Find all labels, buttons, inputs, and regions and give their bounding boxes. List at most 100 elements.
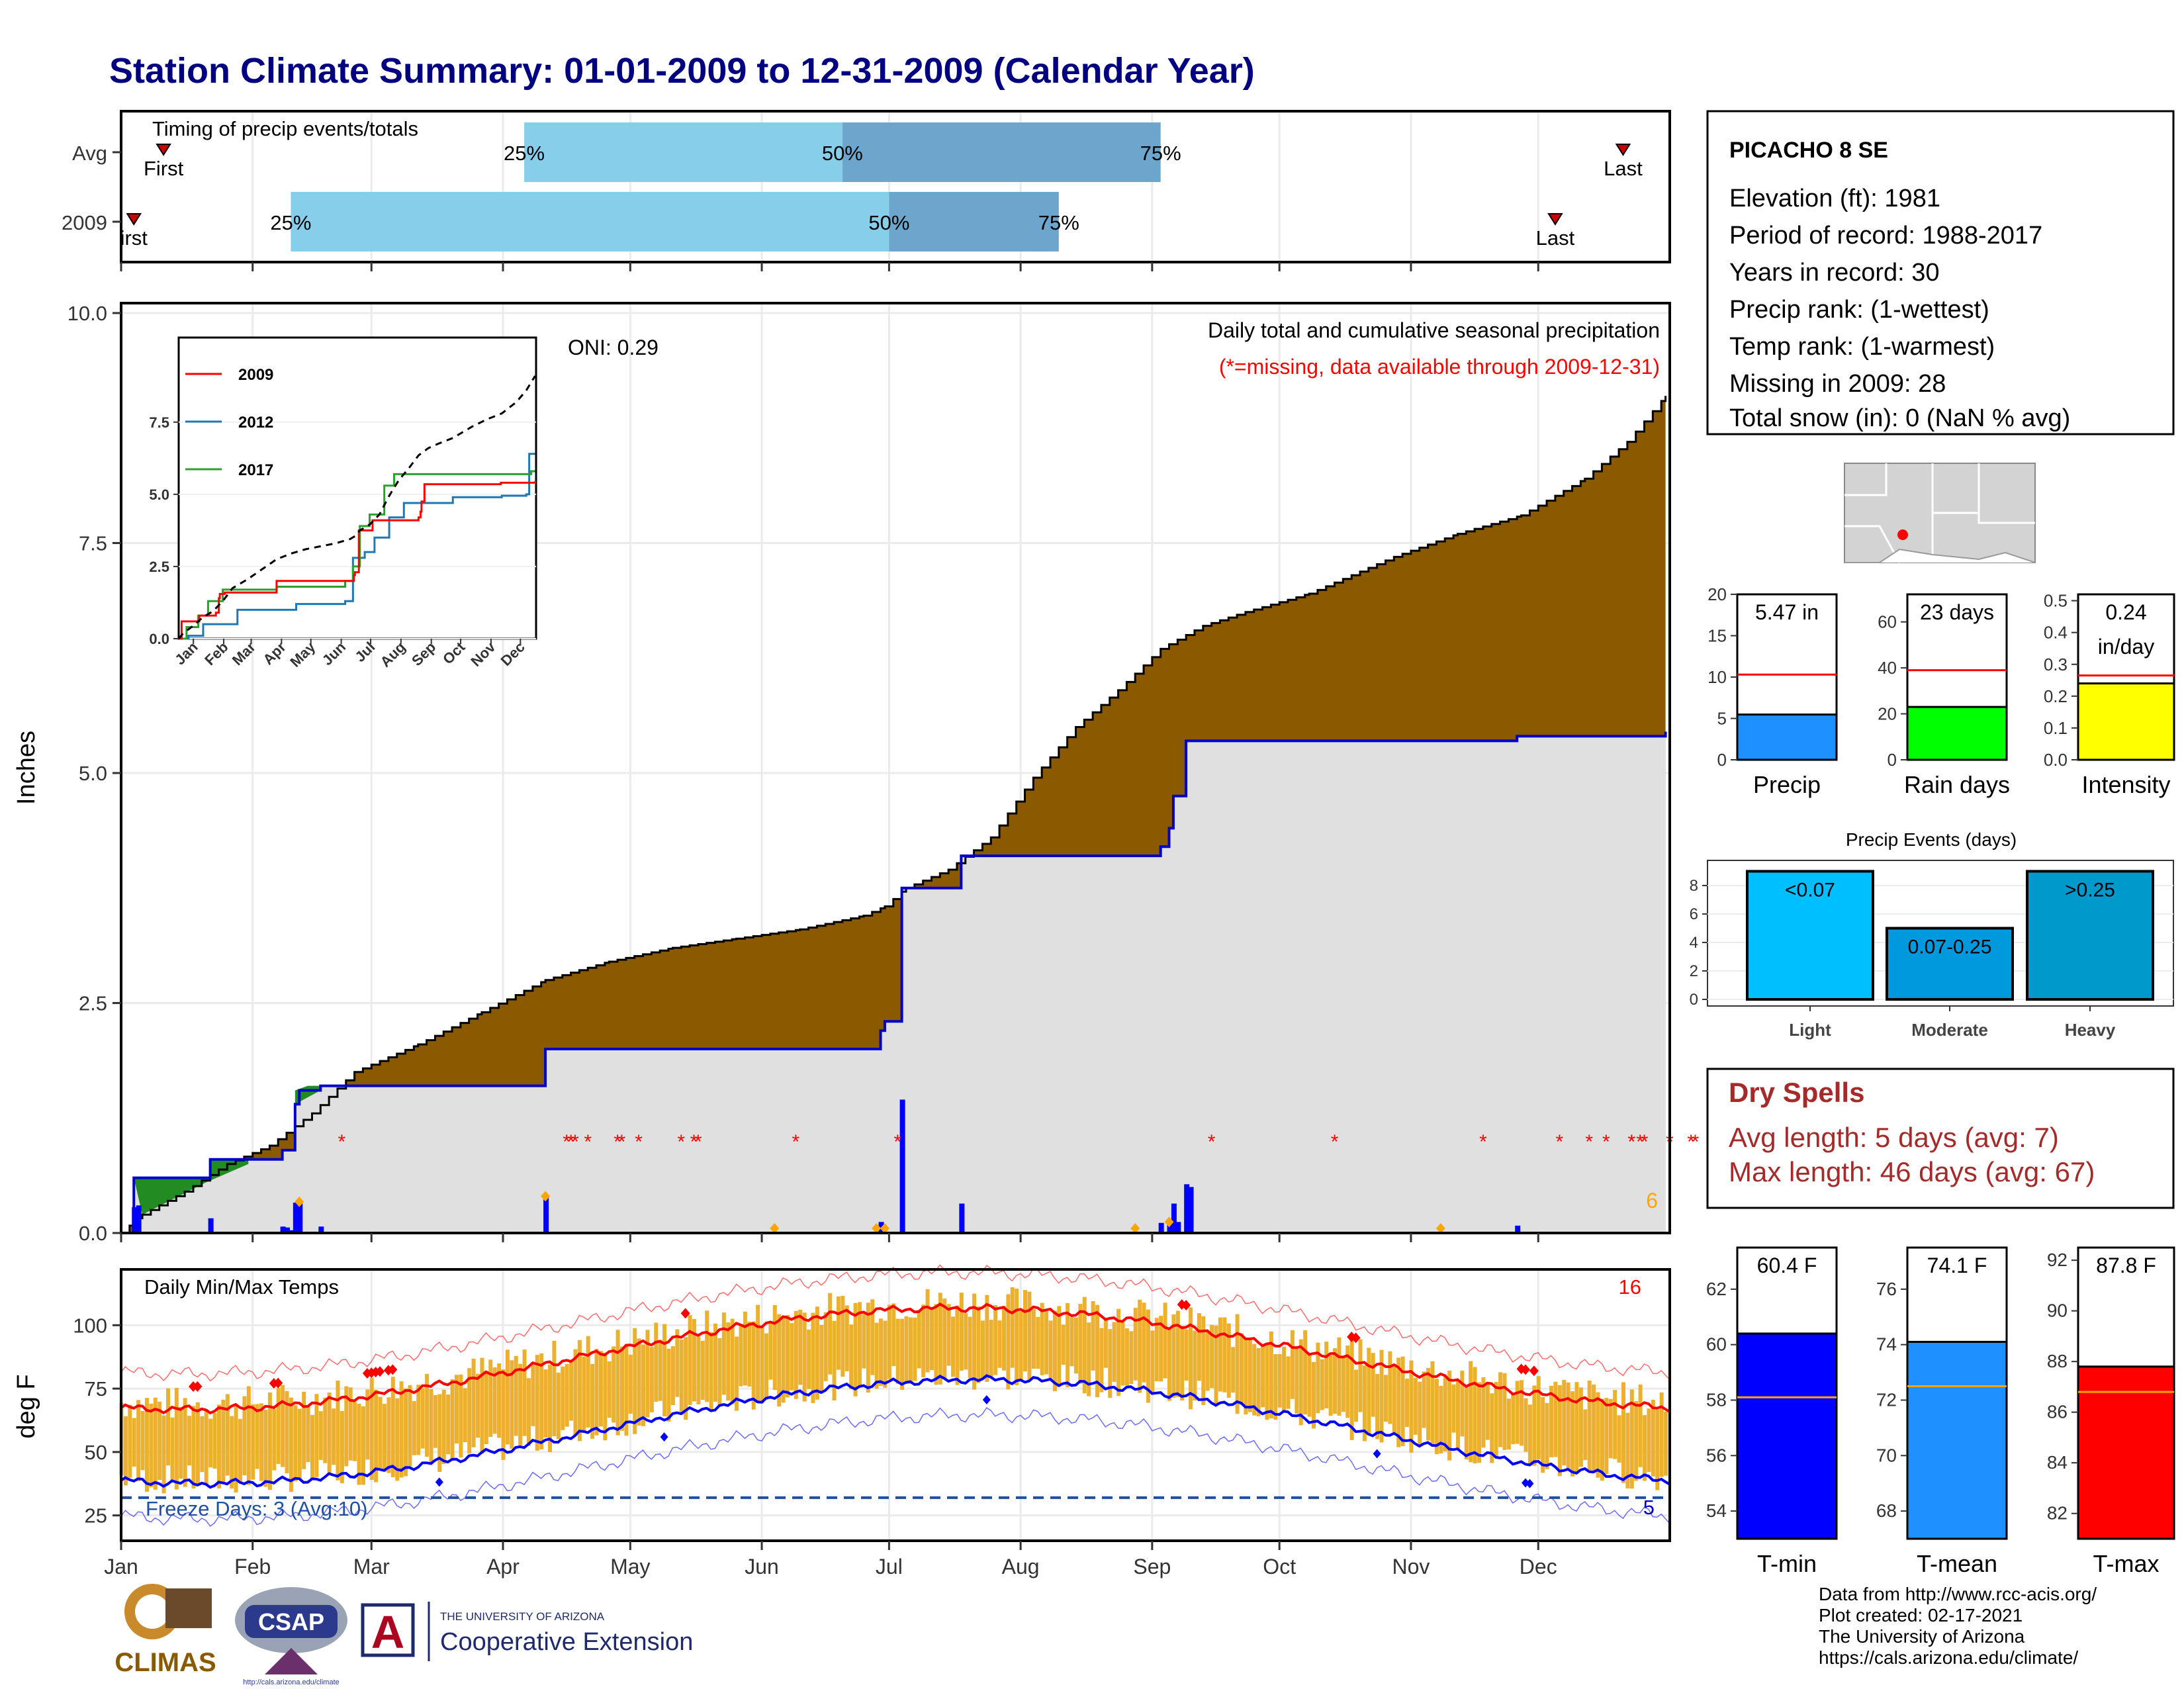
daily-temp-range-bar: [1473, 1367, 1477, 1464]
daily-temp-range-bar: [1324, 1342, 1329, 1409]
timing-row-labels: Avg 2009: [62, 142, 1539, 271]
daily-temp-range-bar: [721, 1312, 726, 1395]
month-label: Nov: [1392, 1555, 1430, 1578]
daily-temp-range-bar: [1142, 1303, 1146, 1383]
daily-temp-range-bar: [1082, 1297, 1087, 1394]
precip-summary-y-tick-label: 5: [1717, 709, 1727, 729]
daily-temp-range-bar: [777, 1314, 782, 1407]
daily-temp-range-bar: [1613, 1390, 1617, 1459]
daily-temp-range-bar: [144, 1398, 149, 1492]
daily-temp-range-bar: [997, 1320, 1002, 1368]
station-box-frame: [1706, 110, 2175, 435]
timing-pct-label: 25%: [504, 142, 545, 165]
inset-y-tick-label: 2.5: [149, 559, 169, 575]
daily-temp-range-bar: [628, 1354, 633, 1414]
daily-temp-range-bar: [1655, 1409, 1660, 1490]
daily-temp-range-bar: [1451, 1384, 1456, 1433]
timing-bar-25-50: [524, 122, 842, 182]
inset-series-line: [179, 481, 537, 640]
daily-temp-range-bar: [238, 1418, 243, 1483]
daily-precip-bar: [289, 1230, 295, 1233]
daily-temp-range-bar: [484, 1371, 488, 1445]
daily-temp-range-bar: [246, 1386, 251, 1485]
daily-temp-range-bar: [369, 1378, 374, 1481]
daily-temp-range-bar: [1290, 1330, 1295, 1399]
daily-temp-range-bar: [1511, 1393, 1516, 1445]
daily-temp-range-bar: [1455, 1380, 1460, 1450]
daily-temp-range-bar: [399, 1381, 404, 1478]
daily-temp-range-bar: [1447, 1371, 1452, 1461]
daily-temp-range-bar: [925, 1289, 930, 1373]
daily-temp-range-bar: [318, 1411, 323, 1460]
climas-text: CLIMAS: [114, 1648, 216, 1677]
temp-y-axis: 25 50 75 100: [73, 1314, 121, 1528]
daily-temp-range-bar: [230, 1416, 234, 1489]
daily-temp-range-bar: [1231, 1347, 1236, 1393]
daily-temp-range-bar: [1396, 1357, 1401, 1447]
daily-temp-range-bar: [726, 1322, 731, 1401]
daily-temp-range-bar: [1261, 1344, 1265, 1408]
missing-day-marker: *: [792, 1131, 799, 1153]
daily-temp-range-bar: [336, 1380, 340, 1481]
events-y-tick-label: 4: [1690, 934, 1698, 952]
inset-avg-line: [177, 375, 536, 639]
timing-panel-border: [120, 110, 1671, 263]
daily-precip-bar: [208, 1218, 214, 1233]
inset-legend-label: 2012: [238, 414, 273, 432]
daily-temp-range-bar: [450, 1379, 455, 1461]
daily-temp-range-bar: [684, 1337, 688, 1420]
daily-temp-range-bar: [179, 1406, 183, 1479]
daily-temp-range-bar: [242, 1396, 247, 1476]
precip-summary-y-tick-label: 10: [1707, 667, 1727, 687]
daily-temp-range-bar: [1469, 1361, 1473, 1463]
record-high-marker: [1181, 1300, 1191, 1311]
daily-temp-range-bar: [382, 1404, 387, 1472]
daily-temp-range-bar: [853, 1303, 858, 1396]
month-label: Mar: [353, 1555, 390, 1578]
daily-temp-range-bar: [395, 1398, 400, 1481]
daily-temp-range-bar: [1337, 1337, 1342, 1416]
daily-temp-range-bar: [619, 1346, 624, 1431]
daily-temp-range-bar: [841, 1295, 845, 1377]
tmin-summary-value-label: 60.4 F: [1757, 1254, 1817, 1277]
daily-temp-range-bar: [293, 1405, 298, 1482]
daily-temp-range-bar: [276, 1387, 281, 1464]
extreme-precip-marker: [1164, 1216, 1174, 1228]
daily-temp-range-bar: [1197, 1313, 1201, 1381]
rain-days-summary-y-tick-label: 0: [1888, 750, 1897, 770]
daily-temp-range-bar: [976, 1306, 981, 1383]
temp-y-label: deg F: [13, 1374, 40, 1438]
month-label: Feb: [234, 1555, 271, 1578]
temp-extreme-points: [188, 1299, 1539, 1488]
daily-temp-range-bar: [688, 1315, 692, 1405]
daily-temp-range-bar: [612, 1346, 616, 1423]
temp-daily-bars: [119, 1287, 1668, 1494]
missing-day-marker: *: [1208, 1131, 1216, 1153]
tmax-summary-value-label: 87.8 F: [2096, 1254, 2156, 1277]
missing-day-marker: *: [1555, 1131, 1563, 1153]
tmin-summary-y-tick-label: 60: [1706, 1334, 1727, 1355]
daily-temp-range-bar: [980, 1320, 985, 1378]
daily-temp-range-bar: [828, 1293, 833, 1375]
precip-summary-y-tick-label: 0: [1717, 750, 1727, 770]
daily-temp-range-bar: [1498, 1372, 1503, 1447]
daily-temp-range-bar: [1460, 1371, 1465, 1437]
daily-temp-range-bar: [1651, 1400, 1655, 1477]
daily-temp-range-bar: [993, 1305, 998, 1375]
daily-temp-range-bar: [1400, 1356, 1405, 1446]
first-label: First: [144, 157, 184, 180]
daily-temp-range-bar: [891, 1303, 896, 1367]
extreme-precip-marker: [1435, 1223, 1445, 1234]
temp-panel-border: [120, 1268, 1671, 1542]
daily-temp-range-bar: [662, 1324, 667, 1416]
daily-temp-range-bar: [760, 1326, 764, 1404]
daily-temp-range-bar: [480, 1357, 484, 1454]
dry-spells-frame: [1706, 1068, 2175, 1209]
events-bar: [2026, 870, 2154, 1001]
daily-temp-range-bar: [1358, 1339, 1363, 1412]
missing-day-marker: *: [1636, 1131, 1644, 1153]
intensity-summary-y-tick-label: 0.5: [2044, 591, 2068, 611]
daily-temp-range-bar: [1557, 1385, 1562, 1477]
tmax-summary-y-tick-label: 88: [2047, 1351, 2068, 1371]
